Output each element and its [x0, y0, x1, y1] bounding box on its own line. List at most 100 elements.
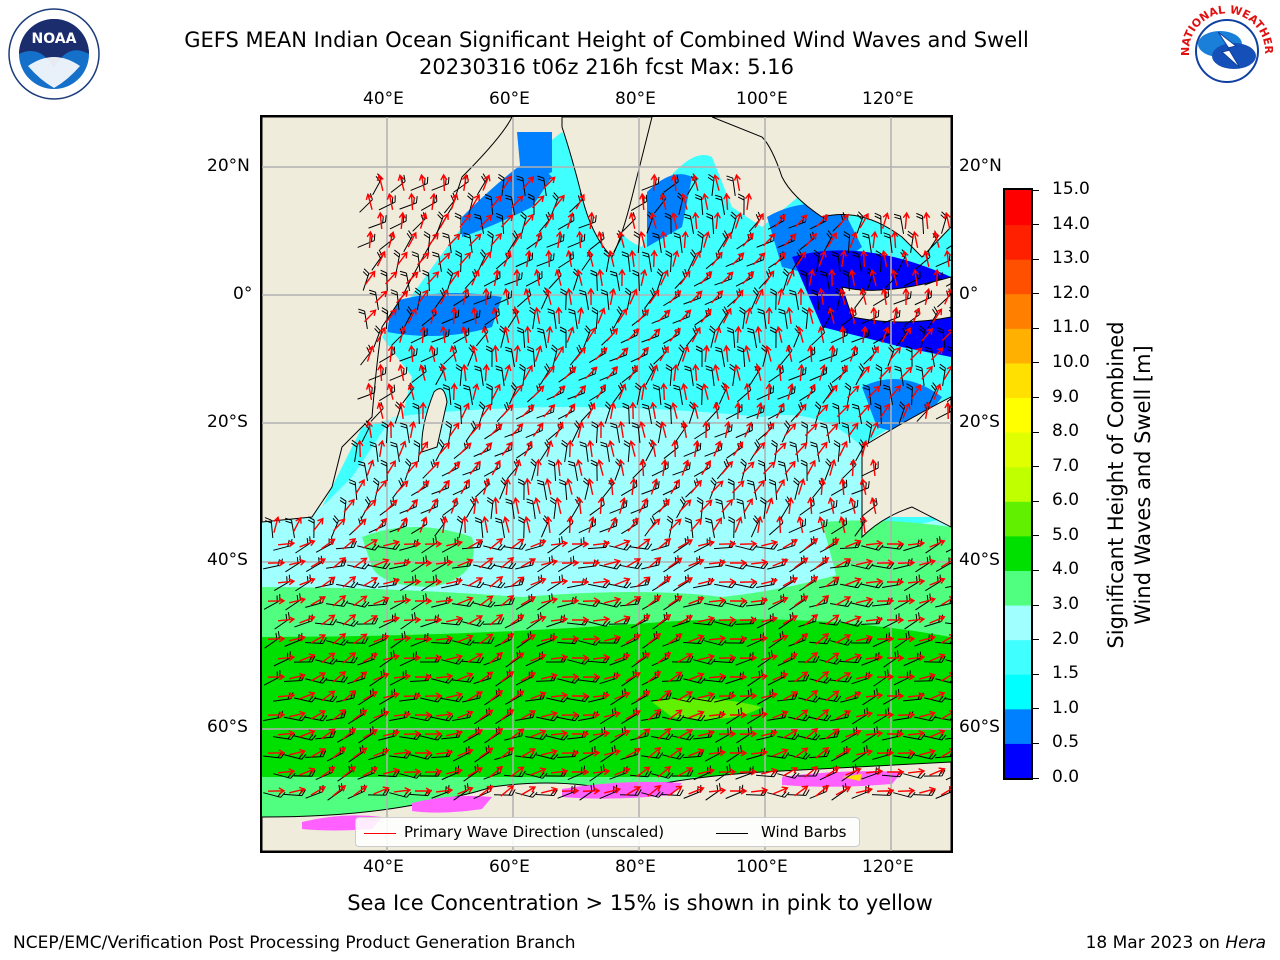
wave-arrow: [468, 233, 482, 247]
wave-arrow: [435, 749, 454, 757]
wave-arrow: [825, 538, 840, 550]
wave-arrow: [681, 459, 690, 476]
wind-barb: [590, 459, 598, 482]
wave-arrow: [565, 287, 573, 306]
wave-arrow: [889, 346, 901, 361]
wind-barb: [518, 516, 525, 539]
wave-arrow: [500, 785, 515, 797]
wave-arrow: [439, 288, 449, 305]
wave-arrow: [899, 366, 913, 380]
wave-arrow: [742, 232, 754, 247]
wave-arrow: [277, 540, 296, 548]
wind-barb: [946, 383, 951, 403]
wind-barb: [486, 383, 493, 406]
wind-barbs-legend-label: Wind Barbs: [761, 823, 847, 841]
footer-host: Hera: [1225, 933, 1266, 953]
wave-arrow: [660, 382, 668, 401]
wind-barb: [875, 250, 883, 273]
wave-arrow: [520, 786, 537, 796]
wind-barb: [824, 458, 832, 481]
wind-barb: [474, 517, 484, 539]
wave-arrow: [383, 767, 401, 775]
wave-arrow: [626, 328, 640, 342]
wave-arrow: [869, 268, 877, 286]
wave-arrow: [848, 496, 856, 514]
wave-arrow: [750, 635, 769, 643]
wave-arrow: [524, 477, 532, 496]
wave-arrow: [657, 538, 672, 550]
wave-arrow: [299, 577, 316, 586]
wave-arrow: [625, 672, 642, 682]
wave-arrow: [739, 692, 758, 700]
wave-arrow: [629, 288, 638, 305]
colorbar-swatch: [1005, 708, 1031, 744]
wind-barb: [373, 325, 381, 348]
wind-barb: [462, 620, 485, 627]
wave-arrow: [886, 730, 905, 738]
wind-barb: [793, 477, 800, 500]
wave-arrow: [510, 614, 525, 626]
wave-arrow: [510, 652, 525, 664]
wave-arrow: [418, 441, 429, 457]
wave-arrow: [870, 230, 878, 249]
wave-arrow: [353, 747, 368, 759]
wind-barb: [934, 637, 951, 645]
wave-arrow: [897, 673, 916, 681]
wave-arrow: [553, 194, 565, 209]
wave-arrow: [865, 578, 884, 586]
wave-arrow: [723, 192, 731, 211]
wave-arrow: [672, 249, 680, 267]
wave-arrow: [414, 787, 433, 795]
wave-arrow: [267, 597, 286, 605]
colorbar-tick-label: 1.5: [1052, 663, 1080, 684]
wind-barb: [934, 749, 951, 759]
wind-barb: [357, 581, 380, 589]
wave-arrow: [681, 230, 689, 249]
wave-arrow: [849, 345, 858, 362]
wave-arrow: [647, 747, 662, 759]
wave-arrow: [408, 344, 416, 363]
wind-barb: [683, 677, 706, 684]
wave-arrow: [638, 230, 646, 248]
wind-barb: [634, 382, 642, 405]
wave-arrow: [680, 192, 688, 210]
wave-arrow: [901, 327, 911, 343]
wind-barb: [865, 420, 873, 443]
wave-arrow: [761, 615, 779, 623]
wave-arrow: [393, 711, 412, 719]
wave-arrow: [458, 442, 472, 456]
colorbar-swatch: [1005, 674, 1031, 710]
wave-arrow: [745, 306, 753, 324]
map-canvas: [262, 117, 951, 851]
wave-arrow: [628, 364, 638, 381]
wave-arrow: [941, 328, 951, 342]
wind-barb: [462, 384, 473, 405]
wave-arrow: [782, 691, 799, 701]
wave-arrow: [574, 346, 586, 361]
wave-arrow: [739, 730, 758, 738]
wave-arrow: [289, 710, 307, 718]
wave-arrow: [273, 515, 281, 533]
wave-arrow: [424, 578, 443, 586]
colorbar-tick-mark: [1033, 673, 1039, 675]
wave-arrow: [500, 671, 515, 683]
colorbar-tick-mark: [1033, 362, 1039, 364]
colorbar-tick-label: 8.0: [1052, 421, 1080, 442]
wave-arrow: [332, 671, 347, 683]
wave-arrow: [701, 460, 711, 476]
wave-arrow: [584, 366, 598, 380]
wave-arrow: [639, 458, 647, 477]
wind-barb: [474, 365, 484, 386]
wave-arrow: [943, 211, 951, 229]
chart-title: GEFS MEAN Indian Ocean Significant Heigh…: [184, 28, 1029, 52]
wave-arrow: [406, 460, 419, 475]
wave-arrow: [816, 404, 829, 418]
wave-arrow: [491, 383, 501, 400]
wave-arrow: [702, 344, 710, 363]
wave-arrow: [419, 325, 427, 344]
wave-arrow: [932, 230, 940, 248]
wave-arrow: [897, 635, 916, 643]
wave-arrow: [362, 539, 379, 549]
wave-arrow: [592, 616, 611, 624]
wave-arrow: [563, 366, 577, 380]
